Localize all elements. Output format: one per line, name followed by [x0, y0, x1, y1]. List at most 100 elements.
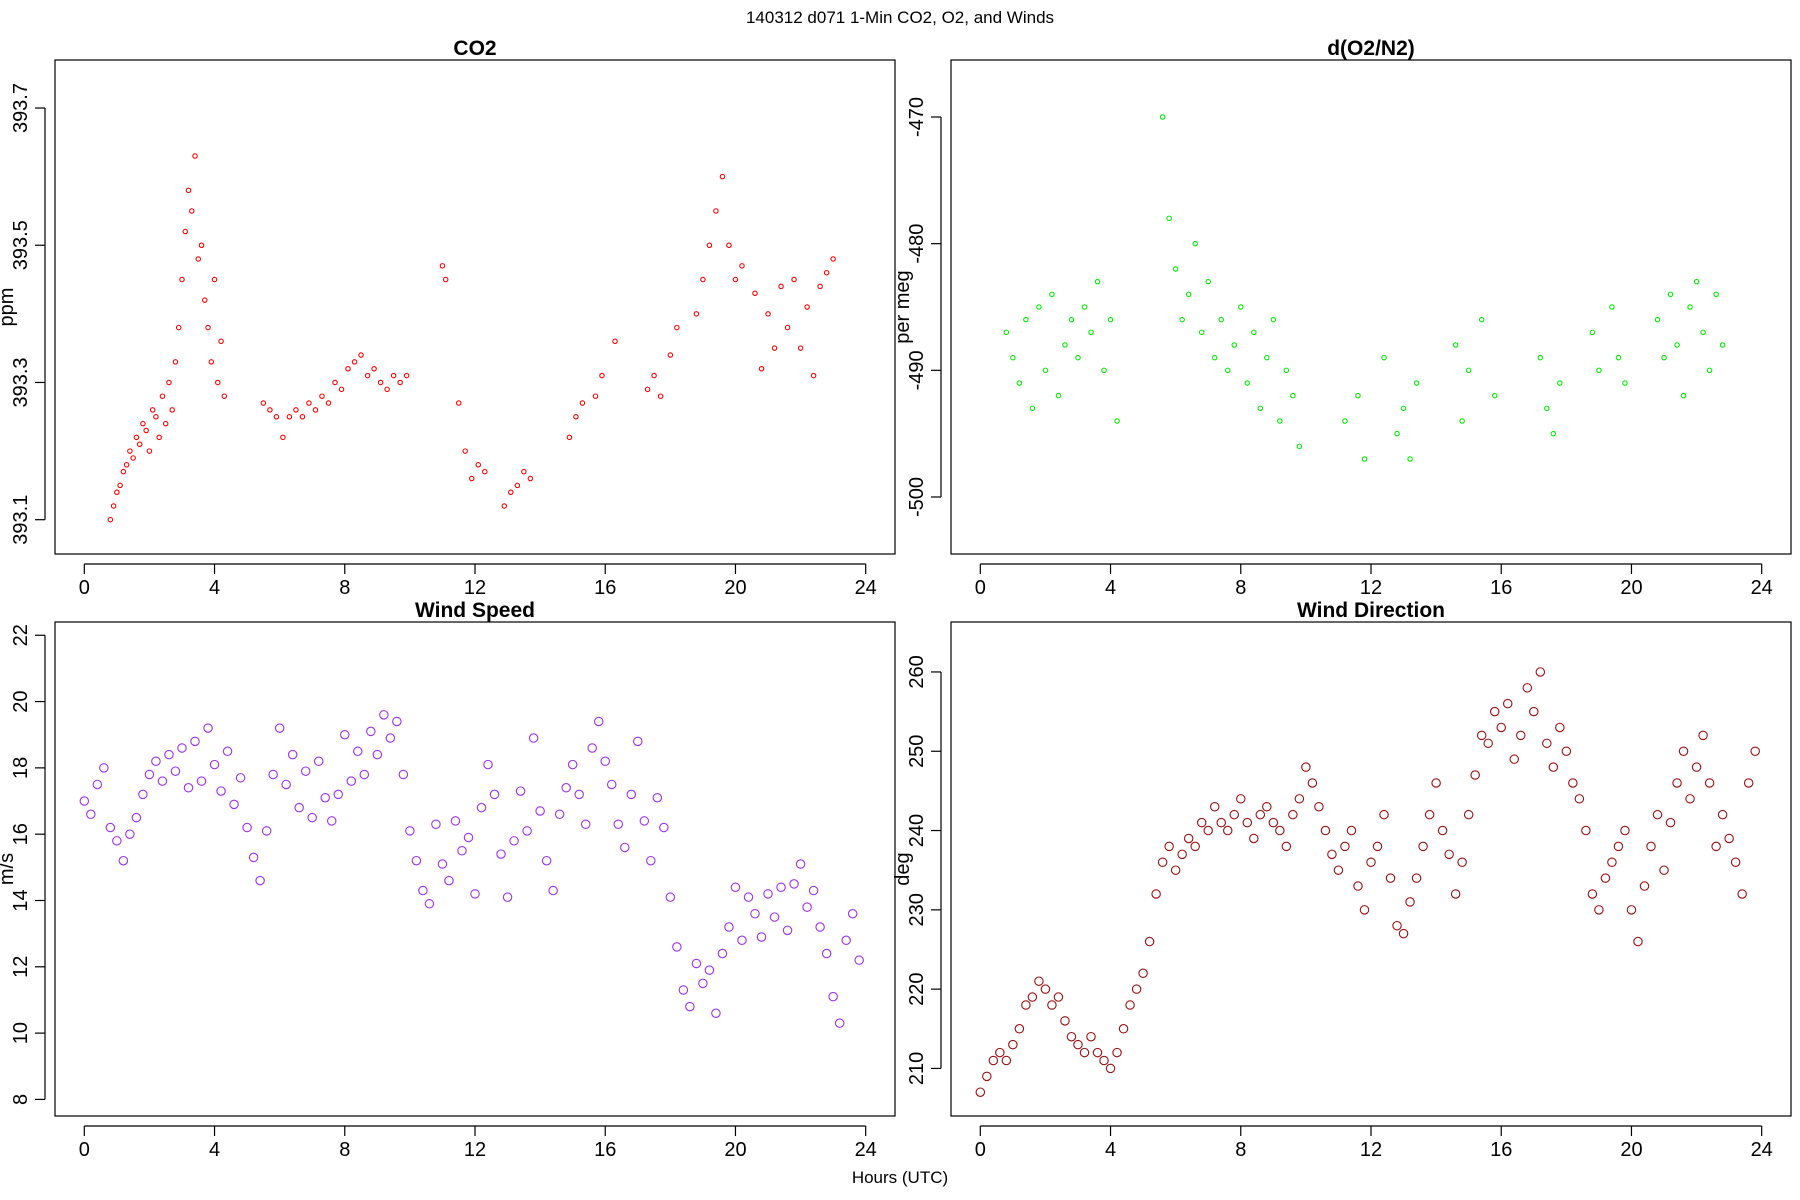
co2-point — [319, 393, 325, 399]
wind-speed-point — [300, 766, 311, 776]
wind-direction-point — [1379, 809, 1389, 820]
wind-direction-y-tick-label: 260 — [906, 655, 928, 688]
wind-direction-point — [1522, 683, 1533, 693]
co2-point — [765, 311, 771, 317]
co2-point — [286, 414, 293, 420]
wind-direction-point — [1014, 1024, 1025, 1034]
o2n2-point — [1687, 304, 1693, 310]
wind-speed-point — [847, 909, 858, 919]
wind-direction-point — [1444, 849, 1454, 860]
o2n2-x-tick-label: 12 — [1360, 577, 1382, 599]
co2-y-tick-label: 393.3 — [10, 357, 32, 407]
wind-direction-point — [1476, 730, 1487, 741]
wind-direction-point — [1144, 936, 1155, 947]
co2-point — [439, 263, 446, 269]
wind-direction-point — [1607, 857, 1617, 868]
wind-direction-point — [1177, 849, 1187, 860]
o2n2-x-tick-label: 20 — [1620, 577, 1642, 599]
wind-speed-point — [424, 899, 435, 909]
co2-point — [140, 420, 146, 427]
wind-direction-point — [1001, 1055, 1012, 1066]
wind-speed-point — [418, 885, 428, 896]
wind-direction-y-axis-label: deg — [892, 852, 914, 885]
co2-point — [332, 379, 338, 386]
wind-speed-point — [450, 816, 461, 826]
co2-point — [306, 400, 312, 406]
wind-direction-point — [1242, 817, 1253, 828]
wind-speed-point — [398, 769, 409, 780]
wind-direction-point — [1333, 865, 1344, 875]
co2-point — [143, 427, 149, 434]
wind-speed-point — [620, 842, 630, 853]
co2-point — [468, 475, 475, 482]
wind-speed-point — [151, 756, 161, 766]
wind-direction-point — [1229, 809, 1240, 820]
wind-speed-point — [366, 726, 376, 737]
wind-speed-y-tick-label: 20 — [10, 690, 32, 712]
co2-point — [612, 338, 618, 345]
o2n2-y-tick-label: -480 — [906, 224, 928, 264]
o2n2-point — [1283, 367, 1290, 374]
wind-direction-point — [995, 1047, 1005, 1058]
co2-point — [351, 359, 358, 365]
wind-direction-point — [1314, 802, 1324, 812]
o2n2-point — [1088, 329, 1094, 336]
wind-speed-point — [626, 789, 637, 800]
co2-point — [508, 489, 514, 495]
wind-direction-point — [975, 1087, 986, 1097]
wind-speed-point — [248, 852, 259, 863]
wind-direction-point — [1463, 809, 1474, 820]
wind-direction-point — [1359, 905, 1370, 915]
wind-direction-point — [1183, 833, 1194, 844]
co2-x-tick-label: 0 — [79, 577, 90, 599]
co2-point — [162, 420, 169, 427]
o2n2-point — [1029, 405, 1036, 412]
co2-point — [573, 414, 579, 420]
o2n2-x-tick-label: 4 — [1105, 577, 1116, 599]
o2n2-point — [1010, 354, 1016, 361]
wind-direction-point — [1418, 841, 1428, 852]
co2-plot-frame — [54, 59, 896, 555]
wind-direction-point — [1548, 762, 1559, 772]
o2n2-point — [1465, 367, 1472, 374]
wind-speed-point — [320, 792, 330, 803]
wind-direction-point — [1060, 1016, 1070, 1026]
wind-speed-y-tick-label: 18 — [10, 757, 32, 779]
co2-point — [123, 462, 130, 468]
wind-direction-point — [1385, 873, 1396, 883]
wind-speed-point — [164, 749, 174, 760]
wind-speed-x-tick-label: 12 — [464, 1139, 486, 1161]
co2-point — [527, 475, 534, 482]
wind-direction-point — [1366, 857, 1376, 868]
wind-speed-point — [646, 855, 656, 866]
o2n2-x-tick-label: 0 — [975, 577, 986, 599]
wind-speed-y-tick-label: 8 — [10, 1094, 32, 1105]
wind-speed-point — [157, 776, 168, 786]
wind-speed-point — [639, 816, 650, 826]
wind-speed-point — [216, 786, 226, 796]
o2n2-point — [1081, 304, 1088, 310]
co2-point — [651, 372, 657, 379]
wind-speed-point — [737, 935, 747, 946]
o2n2-point — [1700, 329, 1706, 336]
co2-point — [667, 352, 674, 358]
co2-point — [778, 283, 784, 290]
o2n2-point — [1342, 418, 1348, 424]
co2-point — [159, 393, 166, 399]
wind-direction-point — [1079, 1047, 1090, 1058]
wind-direction-point — [1307, 778, 1318, 788]
o2n2-y-tick-label: -500 — [906, 477, 928, 517]
wind-speed-point — [828, 991, 838, 1002]
wind-speed-point — [854, 955, 864, 965]
wind-direction-point — [1639, 881, 1650, 891]
wind-speed-point — [795, 859, 806, 869]
wind-direction-point — [1073, 1039, 1083, 1050]
o2n2-point — [1101, 367, 1107, 374]
o2n2-plot-frame — [950, 59, 1792, 555]
wind-direction-point — [1249, 833, 1259, 844]
wind-direction-point — [1262, 802, 1272, 812]
wind-direction-point — [1711, 841, 1721, 852]
co2-point — [273, 414, 280, 420]
wind-speed-x-tick-label: 24 — [855, 1139, 877, 1161]
co2-point — [791, 276, 797, 283]
